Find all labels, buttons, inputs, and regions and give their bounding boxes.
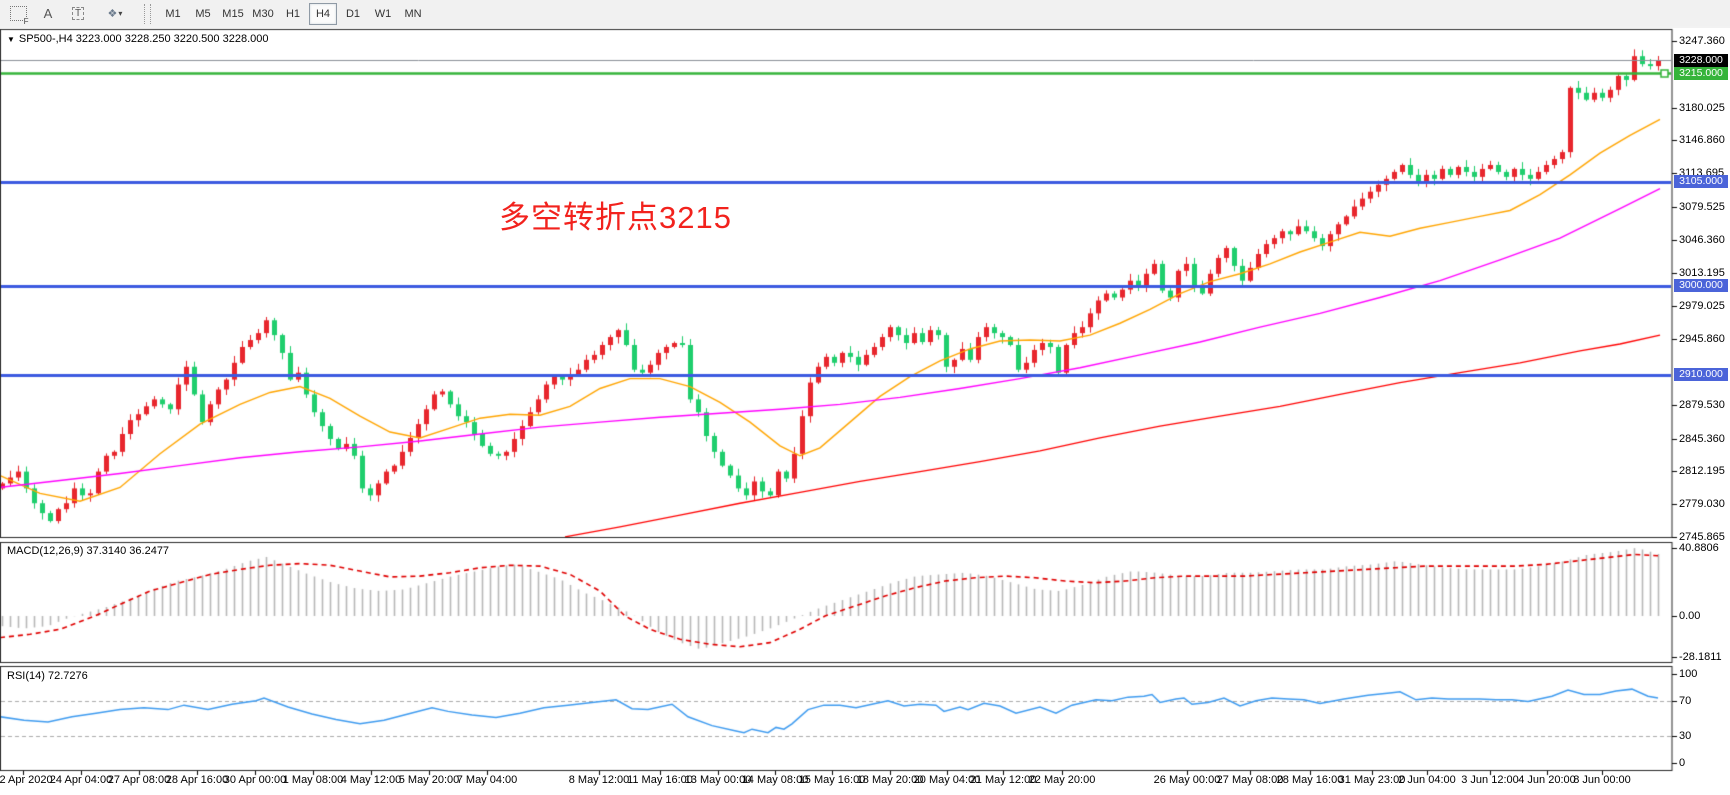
price-axis-label: 2745.865 xyxy=(1679,531,1725,543)
time-axis-label: 28 May 16:00 xyxy=(1276,774,1344,786)
rsi-axis-label: 0 xyxy=(1679,757,1686,769)
time-axis-label: 5 May 20:00 xyxy=(398,774,460,786)
price-axis-label: 2779.030 xyxy=(1679,498,1725,511)
price-axis-label: 2812.195 xyxy=(1679,465,1725,478)
price-axis-label: 3180.025 xyxy=(1679,101,1725,114)
time-axis-label: 1 May 08:00 xyxy=(282,774,344,786)
time-axis-label: 22 May 20:00 xyxy=(1028,774,1096,786)
time-axis-label: 13 May 00:00 xyxy=(684,774,752,786)
price-level-badge: 3105.000 xyxy=(1674,175,1728,189)
time-axis-label: 22 Apr 2020 xyxy=(0,774,53,786)
price-level-badge: 3215.000 xyxy=(1674,66,1728,80)
time-axis-label: 31 May 23:00 xyxy=(1338,774,1406,786)
time-axis-label: 11 May 16:00 xyxy=(627,774,693,786)
price-axis-label: 3247.360 xyxy=(1679,35,1725,47)
time-axis-label: 7 May 04:00 xyxy=(456,774,518,786)
time-axis-label: 3 Jun 12:00 xyxy=(1461,774,1519,786)
price-axis-label: 2945.860 xyxy=(1679,333,1725,346)
time-axis-label: 24 Apr 04:00 xyxy=(49,774,113,786)
chart-symbol-title: ▼ SP500-,H4 3223.000 3228.250 3220.500 32… xyxy=(7,33,268,45)
price-axis-label: 2879.530 xyxy=(1679,398,1725,411)
time-axis-label: 14 May 08:00 xyxy=(741,774,809,786)
time-axis-label: 18 May 20:00 xyxy=(856,774,924,786)
time-axis-label: 8 Jun 00:00 xyxy=(1573,774,1631,786)
price-axis-label: 3146.860 xyxy=(1679,134,1725,147)
price-level-badge: 2910.000 xyxy=(1674,368,1728,382)
time-axis-label: 27 Apr 08:00 xyxy=(107,774,171,786)
time-axis-label: 15 May 16:00 xyxy=(798,774,866,786)
time-axis-label: 20 May 04:00 xyxy=(913,774,981,786)
time-axis-label: 30 Apr 00:00 xyxy=(223,774,287,786)
symbol-ohlc-text: SP500-,H4 3223.000 3228.250 3220.500 322… xyxy=(18,33,269,45)
price-axis-label: 2845.360 xyxy=(1679,432,1725,445)
price-level-badge: 3228.000 xyxy=(1674,53,1728,67)
macd-indicator-label: MACD(12,26,9) 37.3140 36.2477 xyxy=(7,545,170,557)
time-axis-label: 4 Jun 20:00 xyxy=(1518,774,1576,786)
time-axis-label: 28 Apr 16:00 xyxy=(165,774,229,786)
macd-axis-label: 40.8806 xyxy=(1679,542,1719,554)
macd-axis-label: -28.1811 xyxy=(1679,651,1722,663)
time-axis-label: 2 Jun 04:00 xyxy=(1398,774,1456,786)
rsi-indicator-label: RSI(14) 72.7276 xyxy=(7,670,88,682)
time-axis-label: 4 May 12:00 xyxy=(340,774,402,786)
price-level-badge: 3000.000 xyxy=(1674,279,1728,293)
time-axis-label: 26 May 00:00 xyxy=(1153,774,1221,786)
collapse-triangle-icon[interactable]: ▼ xyxy=(7,35,15,44)
chart-text-annotation[interactable]: 多空转折点3215 xyxy=(499,200,732,235)
time-axis-label: 8 May 12:00 xyxy=(568,774,630,786)
macd-axis-label: 0.00 xyxy=(1679,610,1701,622)
price-axis-label: 3079.525 xyxy=(1679,200,1725,213)
price-axis-label: 3046.360 xyxy=(1679,233,1725,246)
rsi-axis-label: 30 xyxy=(1679,730,1692,743)
price-axis-label: 2979.025 xyxy=(1679,300,1725,313)
rsi-axis-label: 70 xyxy=(1679,694,1692,707)
time-axis-label: 27 May 08:00 xyxy=(1216,774,1284,786)
time-axis-label: 21 May 12:00 xyxy=(969,774,1037,786)
price-axis-label: 3013.195 xyxy=(1679,266,1725,279)
rsi-axis-label: 100 xyxy=(1679,668,1698,680)
